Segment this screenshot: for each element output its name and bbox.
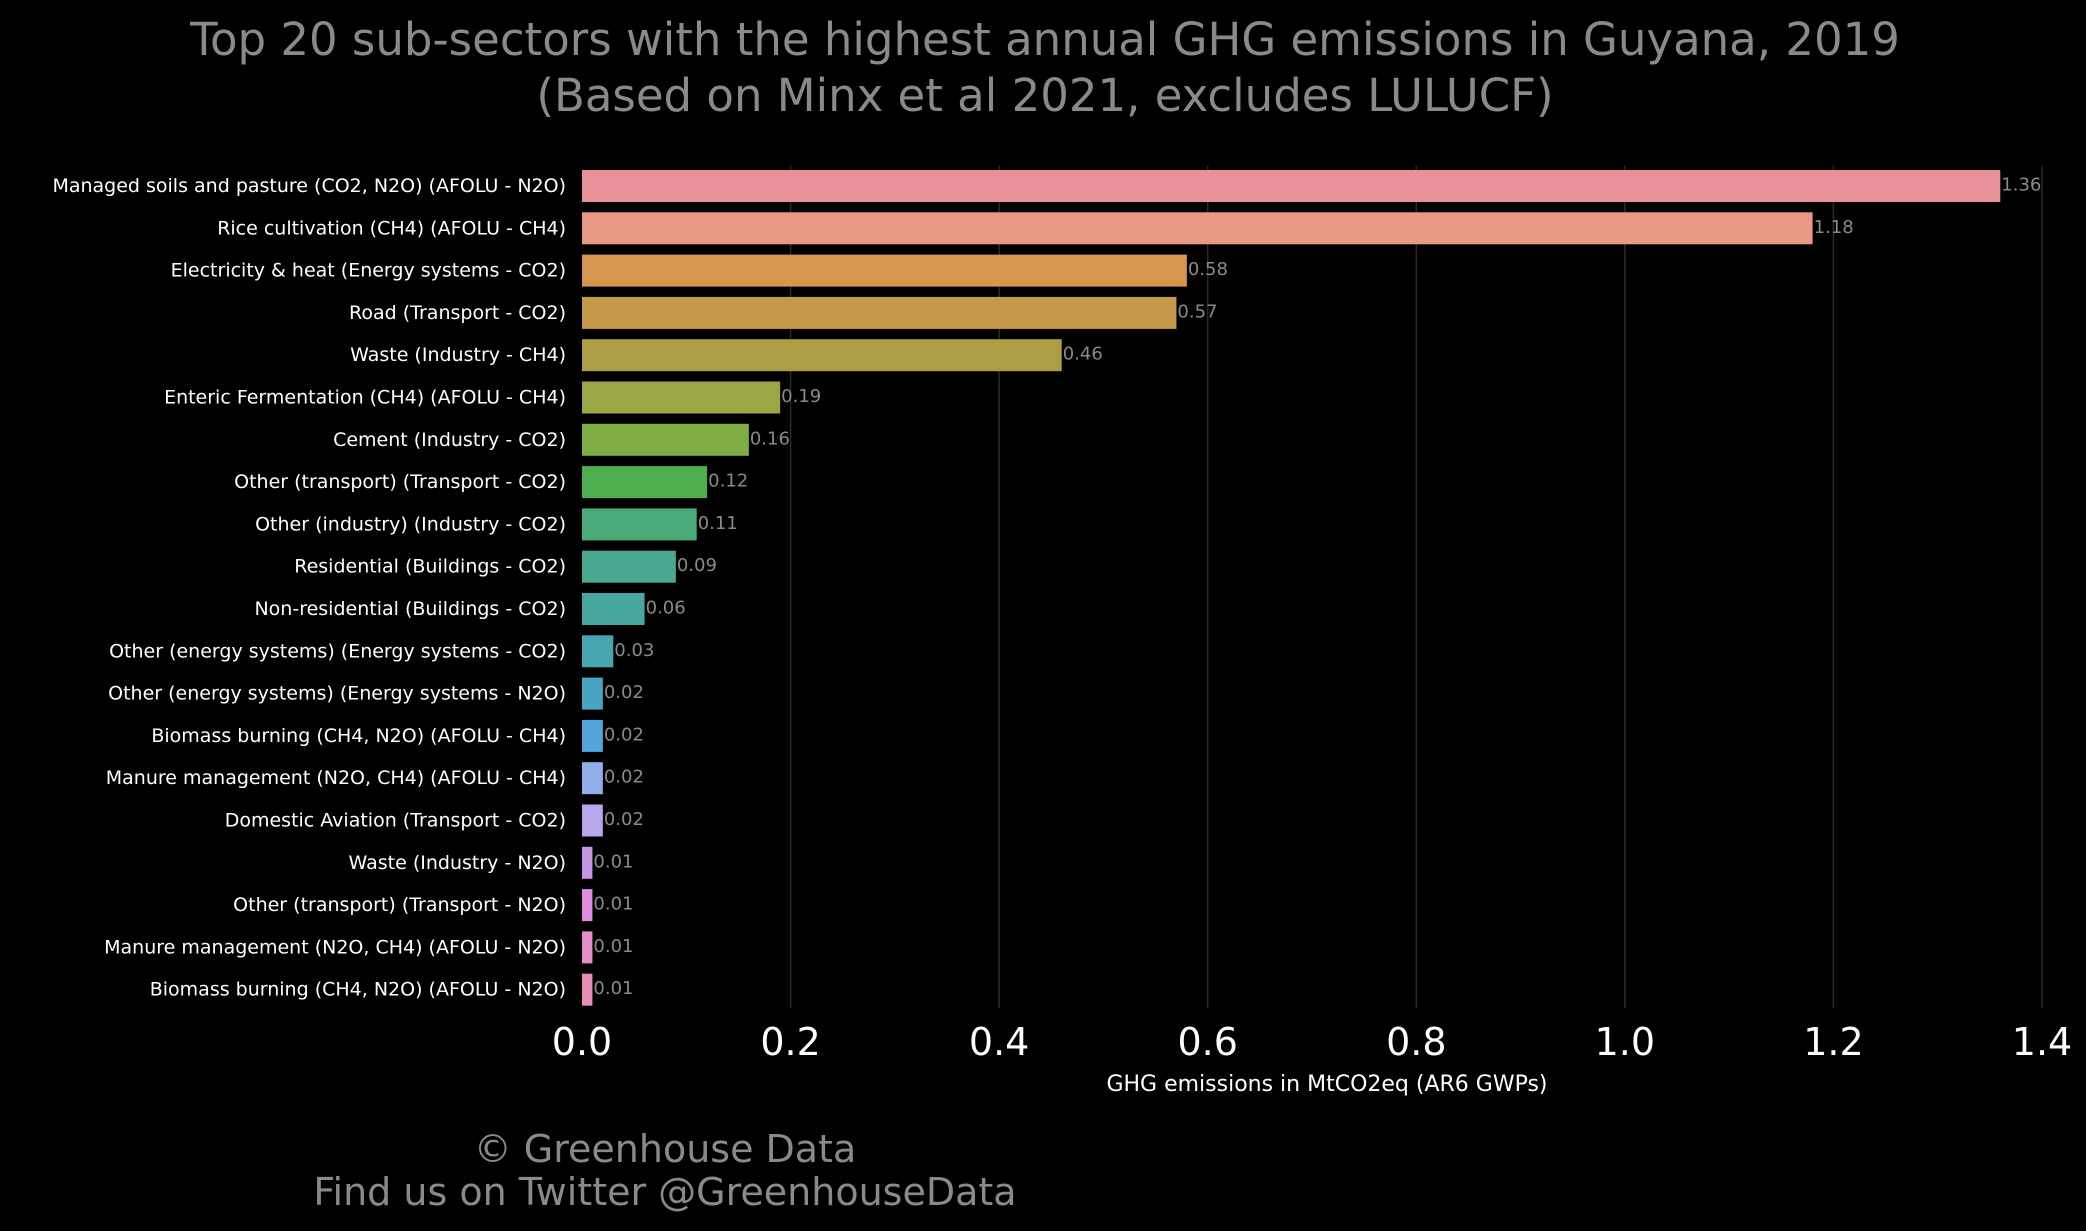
x-tick-label: 0.0 [552,1020,612,1064]
x-tick-label: 1.0 [1595,1020,1655,1064]
category-label: Other (transport) (Transport - N2O) [233,894,566,916]
category-label: Rice cultivation (CH4) (AFOLU - CH4) [217,217,566,239]
bar [582,212,1813,245]
x-axis-label: GHG emissions in MtCO2eq (AR6 GWPs) [1106,1072,1547,1097]
category-label: Other (transport) (Transport - CO2) [234,471,566,493]
value-label: 0.01 [593,894,633,915]
value-label: 0.58 [1188,259,1228,280]
bar [582,296,1177,329]
bar [582,254,1187,287]
value-label: 0.16 [750,428,790,449]
bar [582,423,749,456]
bar [582,719,603,752]
x-tick-label: 1.4 [2012,1020,2072,1064]
bar [582,593,645,625]
category-label: Managed soils and pasture (CO2, N2O) (AF… [52,175,566,197]
category-label: Waste (Industry - N2O) [349,852,566,874]
gridlines [789,166,2043,1008]
bar [582,466,708,499]
bars [582,170,2001,1006]
twitter-handle-text: Find us on Twitter @GreenhouseData [313,1170,1017,1214]
value-label: 0.57 [1177,301,1217,322]
bar [582,170,2001,202]
value-label: 0.46 [1063,344,1103,365]
bar [582,339,1062,372]
x-tick-label: 0.4 [969,1020,1029,1064]
category-label: Domestic Aviation (Transport - CO2) [225,810,566,832]
bar [582,635,614,668]
category-label: Waste (Industry - CH4) [350,344,566,366]
chart-title: Top 20 sub-sectors with the highest annu… [190,13,1900,66]
value-label: 0.03 [614,640,654,661]
value-label: 0.02 [604,809,644,830]
value-label: 0.09 [677,555,717,576]
category-label: Manure management (N2O, CH4) (AFOLU - CH… [106,767,566,789]
value-label: 1.18 [1814,217,1854,238]
bar [582,677,603,710]
value-label: 0.12 [708,471,748,492]
value-label: 0.02 [604,767,644,788]
value-labels: 1.36 1.18 0.58 0.57 0.46 0.19 0.16 0.12 0.11 0.09… [593,175,2041,1000]
category-label: Other (energy systems) (Energy systems -… [109,640,566,662]
category-label: Biomass burning (CH4, N2O) (AFOLU - CH4) [151,725,566,747]
copyright-text: © Greenhouse Data [473,1127,857,1171]
bar [582,889,593,922]
x-tick-label: 0.8 [1386,1020,1446,1064]
value-label: 0.02 [604,682,644,703]
value-label: 0.01 [593,936,633,957]
value-label: 0.01 [593,851,633,872]
bar [582,846,593,879]
category-label: Enteric Fermentation (CH4) (AFOLU - CH4) [164,387,566,409]
bar [582,550,676,583]
value-label: 1.36 [2001,175,2041,196]
value-label: 0.11 [698,513,738,534]
category-label: Biomass burning (CH4, N2O) (AFOLU - N2O) [150,979,566,1001]
category-labels: Managed soils and pasture (CO2, N2O) (AF… [52,175,566,1001]
category-label: Electricity & heat (Energy systems - CO2… [171,260,566,282]
x-tick-label: 0.2 [760,1020,820,1064]
value-label: 0.06 [646,598,686,619]
value-label: 0.01 [593,978,633,999]
value-label: 0.19 [781,386,821,407]
bar [582,508,697,541]
category-label: Residential (Buildings - CO2) [294,556,566,578]
bar [582,931,593,964]
category-label: Manure management (N2O, CH4) (AFOLU - N2… [104,936,566,958]
x-tick-label: 0.6 [1177,1020,1237,1064]
x-tick-label: 1.2 [1803,1020,1863,1064]
category-label: Cement (Industry - CO2) [333,429,566,451]
category-label: Other (energy systems) (Energy systems -… [108,683,566,705]
category-label: Non-residential (Buildings - CO2) [254,598,566,620]
bar [582,381,781,414]
bar [582,762,603,795]
x-axis-ticks: 0.0 0.2 0.4 0.6 0.8 1.0 1.2 1.4 [552,1020,2072,1064]
chart-subtitle: (Based on Minx et al 2021, excludes LULU… [536,69,1554,122]
category-label: Other (industry) (Industry - CO2) [255,513,566,535]
bar [582,973,593,1006]
category-label: Road (Transport - CO2) [349,302,566,324]
bar [582,804,603,837]
value-label: 0.02 [604,724,644,745]
